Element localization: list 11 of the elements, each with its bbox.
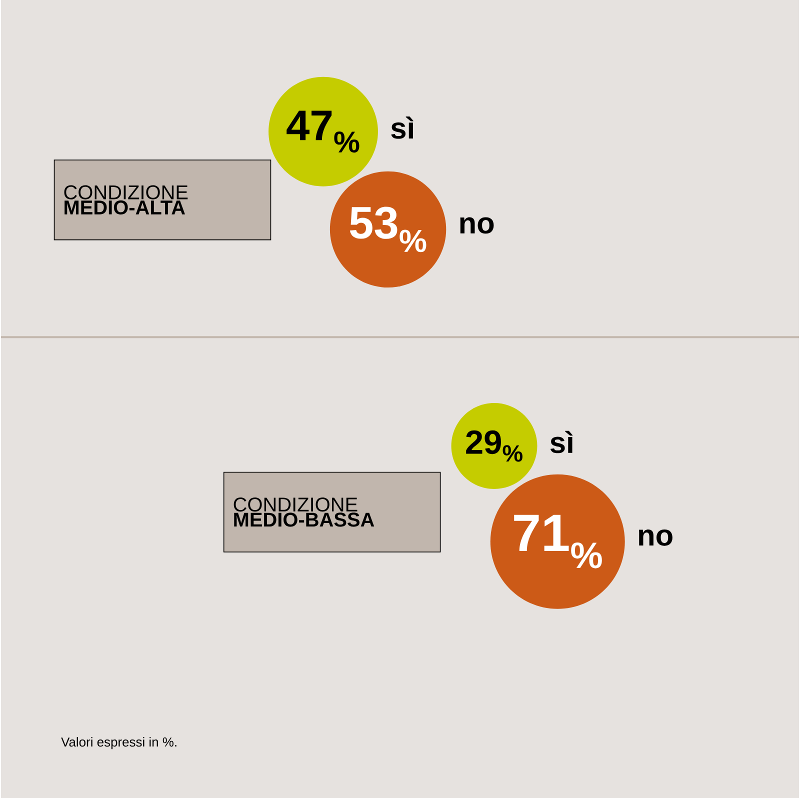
category-label: sì bbox=[550, 430, 573, 454]
category-label: no bbox=[639, 529, 672, 546]
text: CONDIZIONE MEDIO-BASSA bbox=[234, 497, 374, 527]
text: CONDIZIONE MEDIO-ALTA bbox=[64, 185, 188, 215]
data-label: 53$_{%}$ bbox=[350, 206, 426, 252]
data-label: 47$_{%}$ bbox=[286, 110, 360, 153]
category-label: sì bbox=[391, 116, 414, 139]
data-label: 71$_{%}$ bbox=[514, 514, 602, 568]
text: Valori espressi in %. bbox=[61, 737, 176, 750]
category-label: no bbox=[460, 217, 494, 234]
data-label: 29$_{%}$ bbox=[466, 430, 522, 462]
